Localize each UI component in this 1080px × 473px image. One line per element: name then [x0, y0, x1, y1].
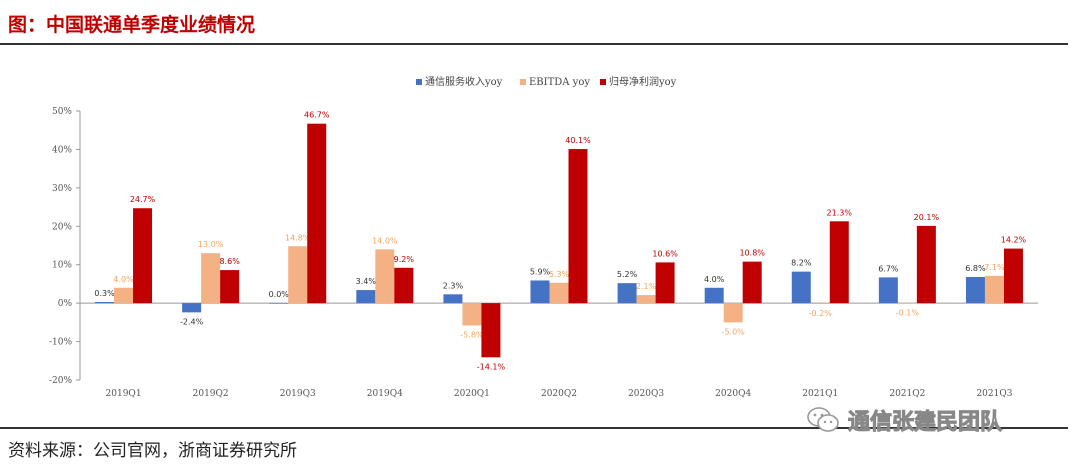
- bar: [288, 246, 308, 304]
- data-label: -5.0%: [722, 327, 746, 336]
- bar: [375, 249, 395, 304]
- y-tick-label: 40%: [52, 145, 72, 155]
- data-label: 7.1%: [984, 263, 1005, 272]
- wechat-icon: [807, 407, 839, 432]
- data-label: -14.1%: [477, 362, 506, 371]
- bar: [723, 303, 743, 323]
- bar: [356, 290, 376, 304]
- bar: [897, 303, 917, 304]
- x-tick-label: 2019Q3: [280, 389, 316, 399]
- bar: [617, 283, 637, 304]
- data-label: 8.6%: [219, 257, 240, 266]
- data-label: 46.7%: [304, 111, 330, 120]
- top-divider: [0, 43, 1068, 45]
- data-label: 5.9%: [530, 267, 551, 276]
- x-tick-label: 2020Q1: [454, 389, 490, 399]
- x-tick-label: 2019Q2: [193, 389, 229, 399]
- bar: [965, 277, 985, 304]
- data-label: 14.8%: [285, 233, 311, 242]
- legend-swatch: [416, 79, 422, 85]
- bar: [742, 261, 762, 304]
- bar: [791, 271, 811, 304]
- data-label: 5.3%: [549, 270, 570, 279]
- data-label: -0.1%: [896, 309, 920, 318]
- x-tick-label: 2020Q2: [541, 389, 577, 399]
- source-note: 资料来源：公司官网，浙商证券研究所: [8, 441, 297, 461]
- bar: [220, 270, 240, 304]
- bar: [636, 295, 656, 304]
- data-label: 4.0%: [113, 275, 134, 284]
- y-tick-label: -10%: [49, 338, 72, 348]
- bar: [133, 208, 153, 304]
- bar: [655, 262, 675, 304]
- bar: [462, 303, 482, 326]
- data-label: 20.1%: [914, 213, 940, 222]
- data-label: -2.4%: [180, 317, 204, 326]
- legend-swatch: [600, 79, 606, 85]
- bar: [810, 303, 830, 304]
- bar: [481, 303, 501, 358]
- y-tick-label: 30%: [52, 184, 72, 194]
- data-label: 21.3%: [827, 208, 853, 217]
- bar: [269, 303, 289, 304]
- x-tick-label: 2021Q3: [976, 389, 1012, 399]
- bar: [984, 275, 1004, 304]
- data-label: 10.8%: [739, 249, 765, 258]
- legend-label: 通信服务收入yoy: [425, 75, 503, 88]
- bar: [443, 294, 463, 304]
- data-label: 13.0%: [198, 240, 224, 249]
- data-label: 10.6%: [652, 249, 678, 258]
- data-label: 6.7%: [878, 264, 899, 273]
- x-tick-label: 2021Q1: [802, 389, 838, 399]
- x-tick-label: 2020Q3: [628, 389, 664, 399]
- data-label: 3.4%: [356, 277, 377, 286]
- bar-chart: -20% -10% 0% 10% 20% 30% 40% 50% 2019Q1 0.3% 4.0% 2…: [49, 75, 1038, 399]
- data-label: 8.2%: [791, 259, 812, 268]
- data-label: 9.2%: [394, 255, 415, 264]
- bar: [95, 301, 115, 304]
- data-label: 6.8%: [965, 264, 986, 273]
- bar: [568, 149, 588, 304]
- data-label: 0.3%: [94, 289, 115, 298]
- data-label: -5.8%: [460, 330, 484, 339]
- watermark: 通信张建民团队: [806, 404, 1003, 436]
- y-tick-label: 10%: [52, 261, 72, 271]
- x-tick-label: 2019Q1: [106, 389, 142, 399]
- y-tick-label: -20%: [49, 376, 72, 386]
- bar: [114, 287, 134, 304]
- bar: [201, 253, 221, 304]
- bar: [916, 225, 936, 304]
- x-tick-label: 2019Q4: [367, 389, 403, 399]
- bottom-divider: [0, 427, 1068, 429]
- y-tick-label: 50%: [52, 107, 72, 117]
- data-label: 2.1%: [636, 282, 657, 291]
- x-tick-label: 2021Q2: [889, 389, 925, 399]
- bar: [182, 303, 202, 313]
- bar: [549, 282, 569, 304]
- bar: [394, 267, 414, 304]
- watermark-text: 通信张建民团队: [847, 410, 1003, 436]
- bar: [878, 277, 898, 304]
- data-label: 40.1%: [565, 136, 591, 145]
- data-label: 4.0%: [704, 275, 725, 284]
- bar: [829, 221, 849, 304]
- page-title: 图：中国联通单季度业绩情况: [8, 14, 256, 36]
- data-label: 24.7%: [130, 195, 156, 204]
- data-label: 2.3%: [443, 281, 464, 290]
- bar: [530, 280, 550, 304]
- bar: [307, 123, 327, 304]
- x-tick-label: 2020Q4: [715, 389, 751, 399]
- data-label: 0.0%: [269, 290, 290, 299]
- data-label: -0.2%: [809, 309, 833, 318]
- y-tick-label: 0%: [58, 299, 73, 309]
- data-label: 14.0%: [372, 236, 398, 245]
- y-tick-label: 20%: [52, 222, 72, 232]
- data-label: 5.2%: [617, 270, 638, 279]
- legend-label: 归母净利润yoy: [609, 75, 677, 88]
- bar: [704, 287, 724, 304]
- legend-label: EBITDA yoy: [529, 77, 590, 88]
- legend-swatch: [520, 79, 526, 85]
- bar: [1003, 248, 1023, 304]
- data-label: 14.2%: [1001, 236, 1027, 245]
